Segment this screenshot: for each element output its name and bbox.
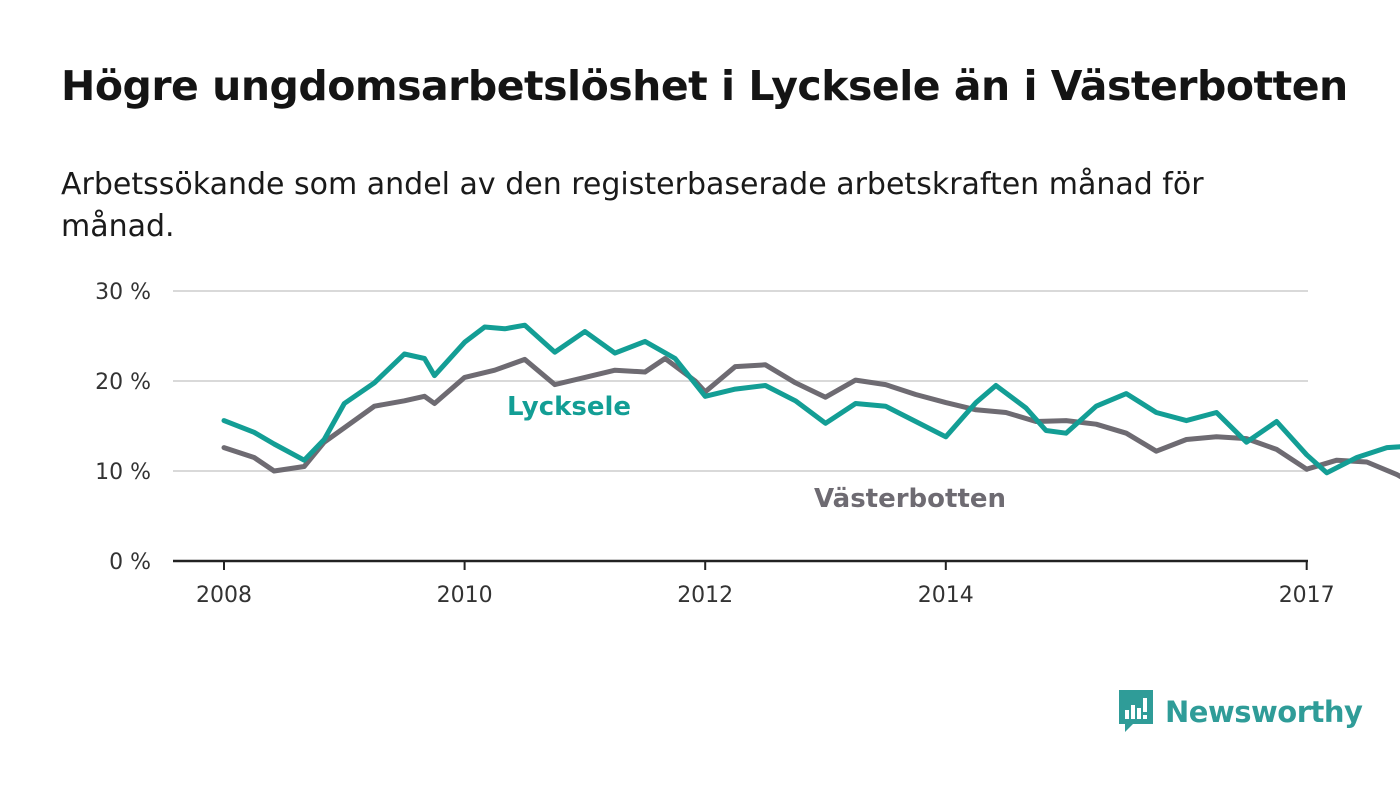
grid-lines: [173, 290, 1308, 472]
series-line-lycksele: [221, 322, 1400, 476]
x-tick-label: 2017: [1279, 583, 1335, 608]
chart-subtitle: Arbetssökande som andel av den registerb…: [61, 167, 1204, 244]
x-axis-ticks: 200820102012201420172019202120232025: [196, 561, 1335, 608]
series-lines: [221, 322, 1400, 480]
series-label-lycksele: Lycksele: [507, 392, 631, 422]
brand-logo: Newsworthy: [1119, 690, 1363, 734]
y-tick-label: 30 %: [95, 280, 151, 305]
x-tick-label: 2014: [918, 583, 974, 608]
x-tick-label: 2012: [677, 583, 733, 608]
series-labels: Lycksele Västerbotten: [503, 389, 1009, 518]
x-tick-label: 2010: [437, 583, 493, 608]
y-tick-label: 0 %: [109, 550, 151, 575]
series-label-vasterbotten: Västerbotten: [814, 484, 1006, 514]
y-axis-ticks: 0 % 10 % 20 % 30 %: [95, 280, 151, 575]
chart-title: Högre ungdomsarbetslöshet i Lycksele än …: [61, 62, 1348, 110]
y-tick-label: 10 %: [95, 460, 151, 485]
y-tick-label: 20 %: [95, 370, 151, 395]
series-line-vasterbotten: [221, 356, 1400, 480]
x-tick-label: 2008: [196, 583, 252, 608]
brand-name: Newsworthy: [1165, 695, 1363, 729]
bar-chart-icon: [1119, 690, 1153, 734]
